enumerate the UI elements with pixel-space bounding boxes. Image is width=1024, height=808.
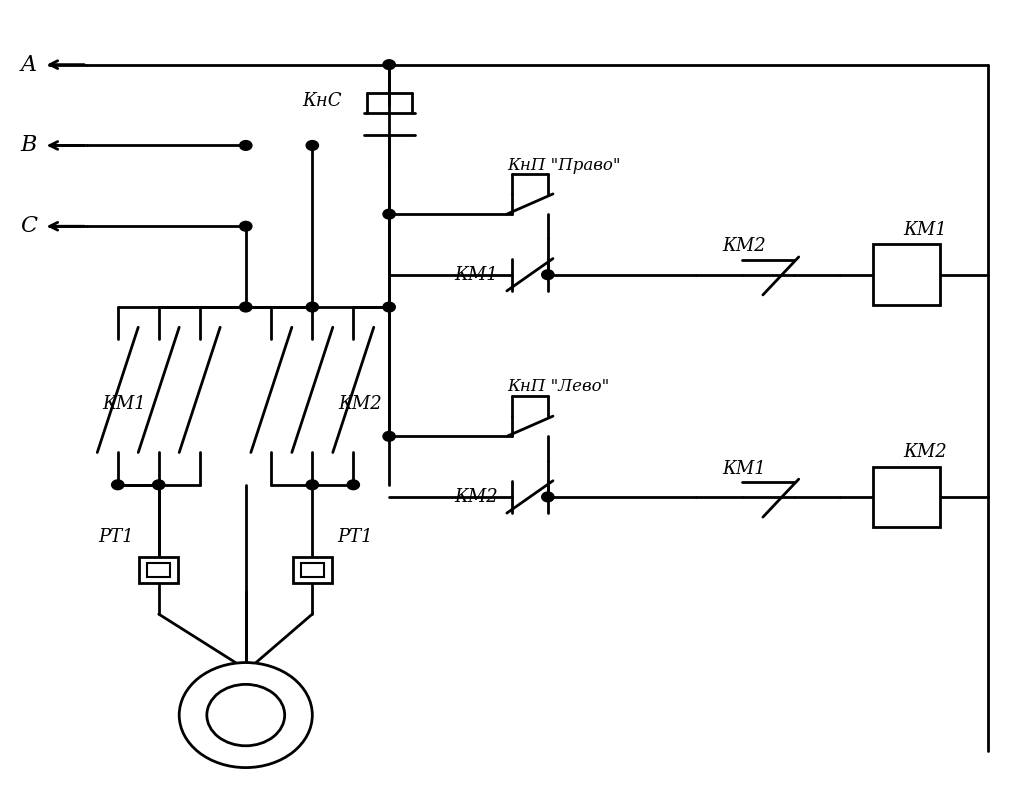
Bar: [872, 245, 940, 305]
Text: A: A: [20, 53, 37, 76]
Text: КМ2: КМ2: [903, 444, 947, 461]
Circle shape: [306, 302, 318, 312]
Circle shape: [306, 141, 318, 150]
Text: КнП "Лево": КнП "Лево": [507, 377, 609, 395]
Circle shape: [383, 431, 395, 441]
Text: B: B: [20, 134, 37, 157]
Circle shape: [542, 492, 554, 502]
Circle shape: [383, 209, 395, 219]
Bar: [872, 466, 940, 527]
Circle shape: [207, 684, 285, 746]
Circle shape: [240, 141, 252, 150]
Bar: [301, 562, 324, 577]
Text: КМ2: КМ2: [455, 488, 499, 506]
Text: КМ2: КМ2: [722, 238, 766, 255]
Text: КМ1: КМ1: [903, 221, 947, 239]
Circle shape: [383, 302, 395, 312]
Text: КнП "Право": КнП "Право": [507, 157, 621, 175]
Text: РТ1: РТ1: [98, 528, 134, 546]
Circle shape: [153, 480, 165, 490]
Circle shape: [542, 270, 554, 280]
Circle shape: [179, 663, 312, 768]
Circle shape: [383, 60, 395, 69]
Text: КМ1: КМ1: [455, 266, 499, 284]
Text: КМ1: КМ1: [722, 460, 766, 478]
Circle shape: [112, 480, 124, 490]
Text: КМ2: КМ2: [338, 395, 382, 413]
Circle shape: [306, 480, 318, 490]
Text: C: C: [20, 215, 37, 238]
Bar: [147, 562, 170, 577]
Text: РТ1: РТ1: [337, 528, 373, 546]
Circle shape: [347, 480, 359, 490]
Text: М1: М1: [230, 706, 261, 724]
Circle shape: [240, 302, 252, 312]
Bar: [293, 557, 332, 583]
Bar: [139, 557, 178, 583]
Text: КМ1: КМ1: [102, 395, 146, 413]
Text: КнС: КнС: [302, 92, 342, 110]
Circle shape: [240, 221, 252, 231]
